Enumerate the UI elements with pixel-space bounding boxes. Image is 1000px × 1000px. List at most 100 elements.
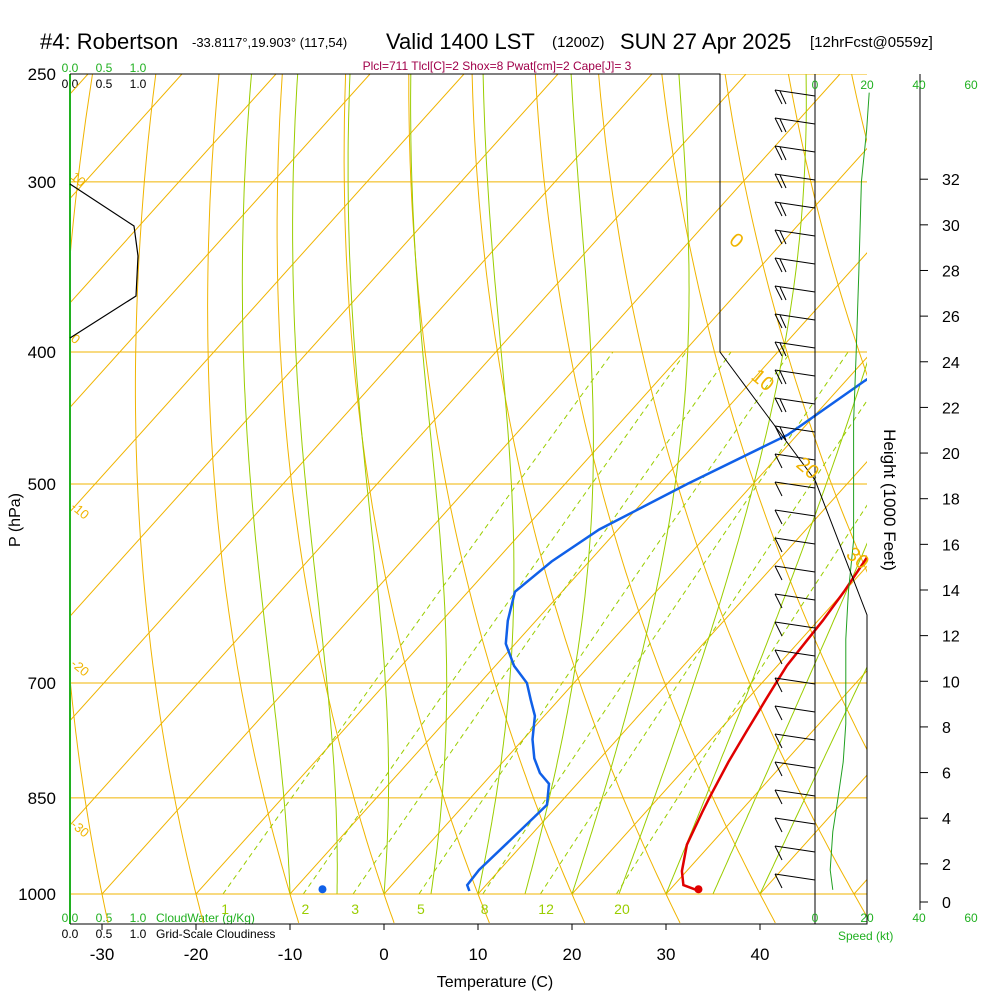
cloudwater-tick-label: 0.0 xyxy=(62,61,79,75)
wind-barb-staff xyxy=(774,677,816,685)
wind-barb-staff xyxy=(774,257,816,265)
height-tick-label: 10 xyxy=(942,674,960,691)
wind-barb xyxy=(774,761,816,777)
wind-barb-flag xyxy=(774,705,783,721)
wind-barb-staff xyxy=(774,789,816,797)
wind-barbs xyxy=(774,89,870,890)
x-tick-label: 30 xyxy=(657,945,676,964)
cloudwater-tick-label: 0.5 xyxy=(96,61,113,75)
mixing-ratio-line xyxy=(352,351,732,895)
wind-barb xyxy=(774,453,816,469)
cloudwater-tick-label: 0.5 xyxy=(96,911,113,925)
wind-barb-staff xyxy=(774,173,816,181)
mixing-ratio-label: 2 xyxy=(301,901,309,917)
mixing-ratio-line xyxy=(615,504,867,895)
moist-adiabat-line xyxy=(618,74,807,895)
cloudwater-scale-top: 0.00.51.00.00.51.0 xyxy=(62,61,147,91)
wind-barb-flag xyxy=(779,426,787,441)
height-tick-label: 24 xyxy=(942,355,960,372)
wind-barb-flag xyxy=(779,202,787,217)
x-tick-label: 0 xyxy=(379,945,388,964)
wind-barb xyxy=(774,509,816,525)
y-axis-label: P (hPa) xyxy=(7,493,24,547)
station-coords: -33.8117°,19.903° (117,54) xyxy=(192,35,347,50)
forecast-run: [12hrFcst@0559z] xyxy=(810,34,933,51)
cloudwater-tick-label: 1.0 xyxy=(130,61,147,75)
wind-barb-staff xyxy=(774,565,816,573)
wind-barb-flag xyxy=(774,845,783,861)
wind-barb-flag xyxy=(774,761,783,777)
wind-barb-flag xyxy=(774,789,783,805)
height-tick-label: 18 xyxy=(942,492,960,509)
dry-adiabat-line xyxy=(408,74,586,924)
height-tick-label: 22 xyxy=(942,400,960,417)
station-title: #4: Robertson xyxy=(40,29,178,54)
cloudiness-tick-label: 0.5 xyxy=(96,927,113,941)
wind-barb xyxy=(774,173,816,189)
mixing-ratio-line xyxy=(418,351,791,895)
moist-adiabat-line xyxy=(241,74,291,895)
cloudiness-profile xyxy=(69,183,139,339)
wind-barb-flag xyxy=(774,313,783,329)
x-axis-label: Temperature (C) xyxy=(437,974,553,991)
indices-line: Plcl=711 Tlcl[C]=2 Shox=8 Pwat[cm]=2 Cap… xyxy=(363,59,632,73)
wind-barb-flag xyxy=(779,314,787,329)
wind-barb-flag xyxy=(774,649,783,665)
wind-barb-staff xyxy=(774,649,816,657)
wind-barb-flag xyxy=(779,370,787,385)
height-tick-label: 30 xyxy=(942,218,960,235)
wind-barb xyxy=(774,145,816,161)
isotherm-label: 30 xyxy=(842,543,873,574)
wind-barb-staff xyxy=(774,537,816,545)
wind-barb xyxy=(774,621,816,637)
wind-barb-staff xyxy=(774,341,816,349)
wind-barb-flag xyxy=(774,593,783,609)
wind-barb xyxy=(774,229,816,245)
speed-axis-label: Speed (kt) xyxy=(838,929,893,943)
wind-barb-staff xyxy=(774,369,816,377)
wind-barb-staff xyxy=(774,89,816,97)
wind-barb-flag xyxy=(774,201,783,217)
wind-barb-staff xyxy=(774,817,816,825)
mixing-ratio-label: 3 xyxy=(351,901,359,917)
dry-adiabat-line xyxy=(276,74,395,924)
speed-tick-label-top: 0 xyxy=(812,78,819,92)
skewt-grid xyxy=(70,74,1000,924)
cloudiness-tick-label: 0.5 xyxy=(96,77,113,91)
profile-series xyxy=(318,377,867,894)
wind-barb-staff xyxy=(774,425,816,433)
mixing-ratio-label: 5 xyxy=(417,901,425,917)
cloudwater-tick-label: 1.0 xyxy=(130,911,147,925)
moist-adiabat-line xyxy=(410,74,448,895)
isotherm-label: 0 xyxy=(725,229,748,253)
wind-barb-flag xyxy=(774,89,783,105)
x-tick-label: -10 xyxy=(278,945,303,964)
wind-barb-staff xyxy=(774,313,816,321)
dry-adiabat-line xyxy=(598,74,867,918)
pressure-tick-label: 700 xyxy=(28,674,56,693)
dry-adiabat-line xyxy=(534,74,776,924)
wind-barb xyxy=(774,285,816,301)
wind-barb xyxy=(774,733,816,749)
cloudiness-tick-label: 1.0 xyxy=(130,927,147,941)
mixing-ratio-label: 8 xyxy=(481,901,489,917)
wind-barb-staff xyxy=(774,285,816,293)
isotherm-line xyxy=(948,74,1000,894)
wind-barb xyxy=(774,397,816,413)
wind-barb xyxy=(774,649,816,665)
wind-barb xyxy=(774,789,816,805)
height-tick-label: 16 xyxy=(942,537,960,554)
wind-barb-flag xyxy=(779,90,787,105)
height-tick-label: 6 xyxy=(942,766,951,783)
wind-barb xyxy=(774,537,816,553)
wind-barb xyxy=(774,845,816,861)
speed-tick-label-bottom: 40 xyxy=(912,911,926,925)
height-tick-label: 2 xyxy=(942,857,951,874)
mixing-ratio-label: 12 xyxy=(538,901,554,917)
isotherm-line xyxy=(853,878,867,895)
wind-barb xyxy=(774,117,816,133)
cloudiness-label: Grid-Scale Cloudiness xyxy=(156,927,275,941)
x-tick-label: 20 xyxy=(563,945,582,964)
wind-barb-flag xyxy=(774,285,783,301)
